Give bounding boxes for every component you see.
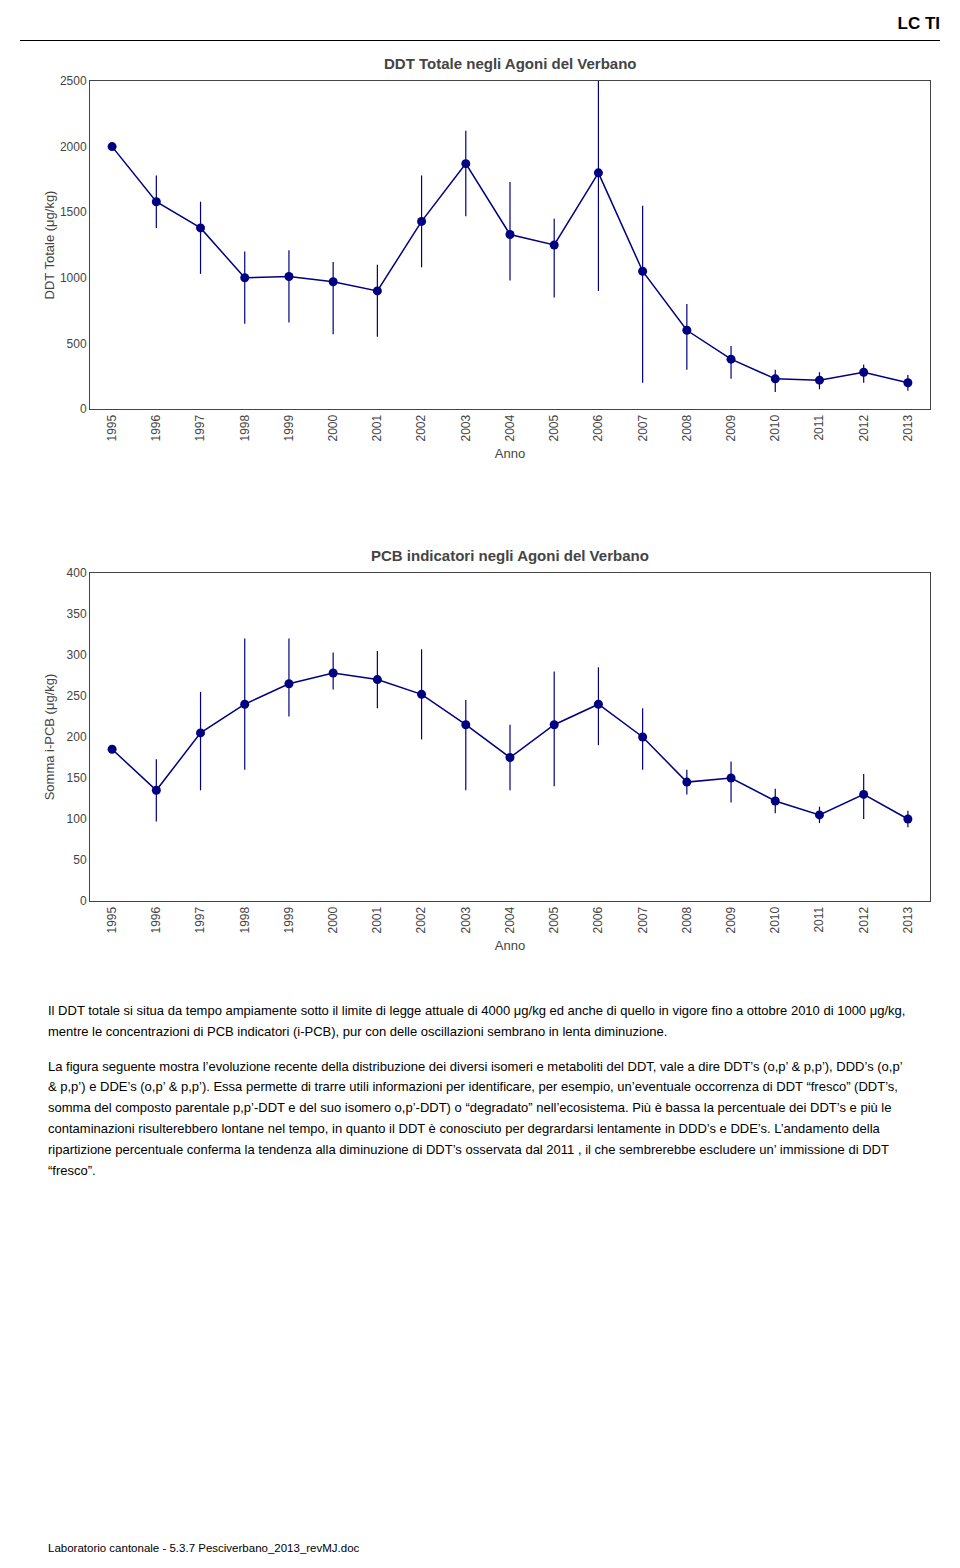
svg-text:2005: 2005: [547, 414, 561, 441]
svg-text:2002: 2002: [414, 414, 428, 441]
svg-text:150: 150: [67, 771, 87, 785]
svg-text:1996: 1996: [149, 906, 163, 933]
svg-text:2004: 2004: [503, 414, 517, 441]
svg-text:2007: 2007: [636, 906, 650, 933]
svg-text:500: 500: [67, 337, 87, 351]
svg-text:1995: 1995: [105, 906, 119, 933]
svg-text:1999: 1999: [282, 414, 296, 441]
svg-text:50: 50: [73, 853, 87, 867]
svg-text:200: 200: [67, 730, 87, 744]
svg-text:2006: 2006: [591, 414, 605, 441]
svg-text:DDT Totale negli Agoni del Ver: DDT Totale negli Agoni del Verbano: [384, 55, 637, 72]
svg-text:0: 0: [80, 894, 87, 908]
svg-text:2009: 2009: [724, 906, 738, 933]
svg-text:2010: 2010: [768, 906, 782, 933]
svg-text:2009: 2009: [724, 414, 738, 441]
svg-text:2012: 2012: [857, 414, 871, 441]
svg-text:1998: 1998: [238, 414, 252, 441]
svg-text:Anno: Anno: [495, 446, 525, 461]
svg-text:2005: 2005: [547, 906, 561, 933]
svg-text:2000: 2000: [60, 140, 87, 154]
svg-text:2012: 2012: [857, 906, 871, 933]
svg-text:1997: 1997: [193, 906, 207, 933]
html-text:La figura seguente mostra l’ev: La figura seguente mostra l’evoluzione r…: [48, 1058, 903, 1178]
svg-text:300: 300: [67, 648, 87, 662]
html-text:LC TI: LC TI: [897, 14, 940, 33]
svg-text:2003: 2003: [459, 414, 473, 441]
svg-text:2007: 2007: [636, 414, 650, 441]
svg-text:2002: 2002: [414, 906, 428, 933]
svg-text:2010: 2010: [768, 414, 782, 441]
svg-text:1999: 1999: [282, 906, 296, 933]
svg-text:1996: 1996: [149, 414, 163, 441]
svg-text:Anno: Anno: [495, 938, 525, 953]
svg-text:2011: 2011: [812, 414, 826, 440]
svg-text:1000: 1000: [60, 271, 87, 285]
html-text:Laboratorio cantonale - 5.3.7: Laboratorio cantonale - 5.3.7 Pesciverba…: [48, 1542, 360, 1554]
svg-text:2008: 2008: [680, 906, 694, 933]
svg-text:1998: 1998: [238, 906, 252, 933]
svg-text:350: 350: [67, 607, 87, 621]
svg-text:2013: 2013: [901, 414, 915, 441]
html-text:Il DDT totale si situa da temp: Il DDT totale si situa da tempo ampiamen…: [48, 1003, 906, 1039]
svg-text:2003: 2003: [459, 906, 473, 933]
svg-text:2013: 2013: [901, 906, 915, 933]
svg-text:2011: 2011: [812, 906, 826, 932]
svg-text:1500: 1500: [60, 205, 87, 219]
svg-text:0: 0: [80, 402, 87, 416]
svg-text:2500: 2500: [60, 74, 87, 88]
svg-text:DDT Totale (μg/kg): DDT Totale (μg/kg): [42, 191, 57, 300]
svg-text:400: 400: [67, 566, 87, 580]
svg-text:250: 250: [67, 689, 87, 703]
svg-text:2000: 2000: [326, 414, 340, 441]
svg-text:2001: 2001: [370, 906, 384, 933]
svg-text:2006: 2006: [591, 906, 605, 933]
svg-text:2001: 2001: [370, 414, 384, 441]
svg-text:2008: 2008: [680, 414, 694, 441]
svg-text:1995: 1995: [105, 414, 119, 441]
svg-text:1997: 1997: [193, 414, 207, 441]
svg-text:2000: 2000: [326, 906, 340, 933]
svg-text:Somma i-PCB (μg/kg): Somma i-PCB (μg/kg): [42, 674, 57, 801]
svg-text:PCB indicatori negli Agoni del: PCB indicatori negli Agoni del Verbano: [371, 547, 649, 564]
svg-text:100: 100: [67, 812, 87, 826]
svg-text:2004: 2004: [503, 906, 517, 933]
